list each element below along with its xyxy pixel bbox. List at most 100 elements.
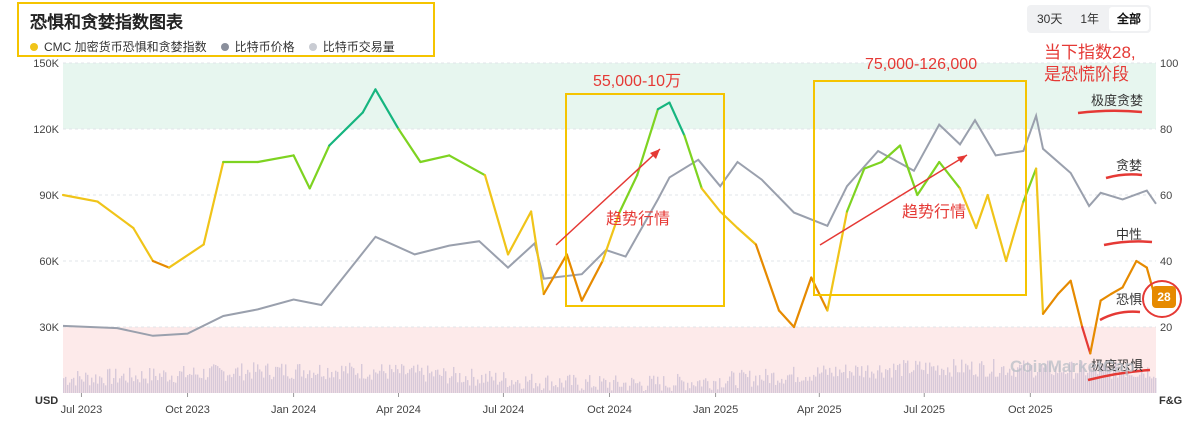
volume-bar — [819, 373, 821, 393]
volume-bar — [1105, 365, 1107, 393]
volume-bar — [869, 377, 871, 393]
volume-bar — [1005, 375, 1007, 393]
volume-bar — [583, 389, 585, 393]
volume-bar — [245, 373, 247, 393]
volume-bar — [881, 372, 883, 393]
volume-bar — [987, 376, 989, 393]
fear-greed-segment — [1056, 279, 1072, 296]
volume-bar — [707, 381, 709, 393]
legend-dot-btc-volume — [308, 42, 317, 51]
volume-bar — [95, 374, 97, 393]
volume-bar — [423, 374, 425, 393]
volume-bar — [327, 367, 329, 393]
volume-bar — [589, 375, 591, 393]
volume-bar — [605, 379, 607, 393]
volume-bar — [571, 385, 573, 393]
volume-bar — [863, 377, 865, 393]
volume-bar — [85, 372, 87, 393]
volume-bar — [125, 380, 127, 393]
volume-bar — [203, 368, 205, 393]
volume-bar — [937, 365, 939, 393]
volume-bar — [911, 371, 913, 393]
volume-bar — [737, 387, 739, 393]
volume-bar — [427, 365, 429, 393]
volume-bar — [531, 373, 533, 393]
volume-bar — [861, 366, 863, 393]
volume-bar — [251, 378, 253, 393]
volume-bar — [603, 378, 605, 393]
chart-title: 恐惧和贪婪指数图表 — [30, 13, 183, 32]
volume-bar — [1125, 376, 1127, 393]
volume-bar — [655, 384, 657, 393]
volume-bar — [243, 380, 245, 393]
range-30d-button[interactable]: 30天 — [1037, 12, 1063, 26]
y-left-tick-label: 90K — [39, 190, 59, 202]
volume-bar — [679, 376, 681, 393]
volume-bar — [773, 372, 775, 393]
volume-bar — [811, 380, 813, 393]
volume-bar — [967, 365, 969, 393]
legend-item-btc-volume[interactable]: 比特币交易量 — [308, 38, 395, 55]
volume-bar — [163, 370, 165, 393]
volume-bar — [749, 370, 751, 393]
label-greed: 贪婪 — [1116, 158, 1143, 173]
annotation-fear-stage: 是恐慌阶段 — [1044, 65, 1129, 84]
volume-bar — [853, 375, 855, 393]
volume-bar — [1099, 364, 1101, 393]
volume-bar — [507, 387, 509, 393]
fear-greed-segment — [132, 226, 155, 263]
volume-bar — [261, 371, 263, 393]
volume-bar — [927, 373, 929, 393]
fear-greed-segment — [308, 144, 331, 190]
volume-bar — [1075, 373, 1077, 393]
volume-bar — [633, 379, 635, 393]
volume-bar — [945, 375, 947, 393]
fear-greed-segment — [529, 210, 545, 296]
volume-bar — [207, 377, 209, 393]
fear-greed-segment — [1089, 299, 1102, 355]
volume-bar — [913, 370, 915, 393]
volume-bar — [63, 378, 65, 393]
range-all-button[interactable]: 全部 — [1109, 7, 1150, 31]
volume-bar — [319, 364, 321, 393]
volume-bar — [879, 365, 881, 393]
volume-bar — [177, 376, 179, 393]
volume-bar — [671, 390, 673, 393]
fear-greed-segment — [483, 174, 510, 256]
chart-axes: 150K 100 120K 80 90K 60 60K 40 30K 20 USD F&G Jul 20… — [33, 58, 1182, 416]
volume-bar — [859, 375, 861, 393]
y-right-tick-label: 80 — [1160, 124, 1172, 136]
volume-bar — [197, 374, 199, 393]
underline-greed — [1105, 173, 1143, 180]
volume-bar — [503, 372, 505, 393]
fear-greed-segment — [777, 309, 796, 329]
legend-item-btc-price[interactable]: 比特币价格 — [220, 38, 295, 55]
trend-arrow-1 — [555, 148, 661, 246]
volume-bar — [255, 371, 257, 393]
volume-bar — [371, 379, 373, 393]
volume-bar — [449, 377, 451, 393]
volume-bar — [483, 382, 485, 393]
volume-bar — [293, 378, 295, 393]
legend-item-fear-greed[interactable]: CMC 加密货币恐惧和贪婪指数 — [30, 38, 207, 55]
volume-bar — [901, 376, 903, 393]
volume-bar — [479, 383, 481, 393]
volume-bar — [151, 380, 153, 393]
volume-bar — [81, 379, 83, 393]
volume-bar — [1057, 373, 1059, 393]
volume-bar — [221, 369, 223, 393]
y-right-tick-label: 60 — [1160, 190, 1172, 202]
volume-bar — [155, 375, 157, 393]
volume-bar — [803, 380, 805, 393]
volume-bar — [721, 387, 723, 393]
range-1y-button[interactable]: 1年 — [1080, 12, 1100, 26]
volume-bar — [225, 380, 227, 393]
volume-bar — [1137, 376, 1139, 393]
x-tick-label: Jul 2025 — [903, 404, 945, 416]
legend-label-btc-volume: 比特币交易量 — [322, 40, 395, 54]
volume-bar — [501, 380, 503, 393]
volume-bar — [833, 376, 835, 393]
fear-greed-segment — [256, 154, 295, 164]
volume-bar — [697, 381, 699, 393]
volume-bar — [377, 373, 379, 393]
